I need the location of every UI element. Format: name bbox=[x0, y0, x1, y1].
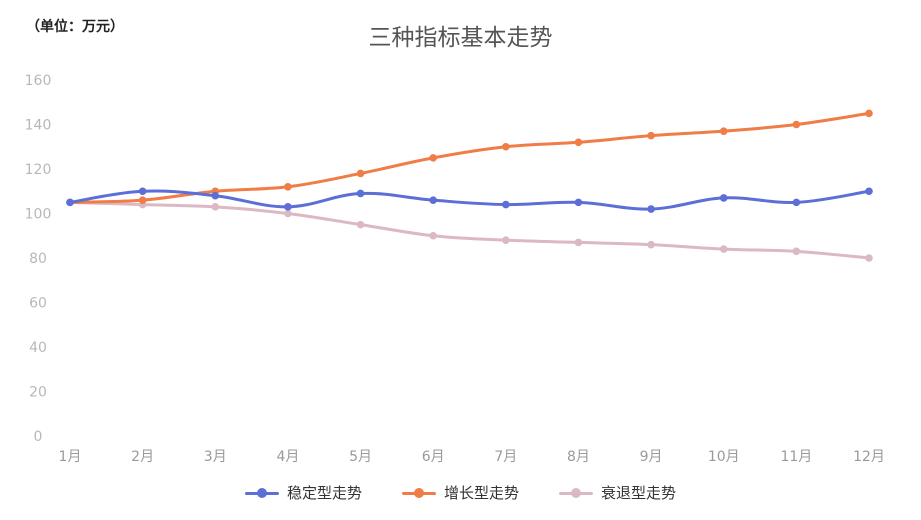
data-point bbox=[356, 220, 365, 229]
data-point bbox=[429, 196, 437, 204]
data-point bbox=[792, 120, 801, 129]
legend-swatch bbox=[559, 487, 593, 499]
data-point bbox=[284, 203, 292, 211]
data-point bbox=[647, 205, 655, 213]
y-tick-label: 0 bbox=[34, 429, 43, 445]
data-point bbox=[792, 198, 801, 207]
data-point bbox=[429, 231, 437, 240]
series-line bbox=[68, 189, 871, 211]
legend-swatch-dot bbox=[413, 487, 424, 498]
unit-label: （单位：万元） bbox=[26, 19, 124, 35]
data-point bbox=[574, 198, 583, 207]
legend-item[interactable]: 衰退型走势 bbox=[559, 482, 676, 503]
data-point bbox=[647, 131, 655, 140]
x-tick-label: 12月 bbox=[853, 449, 885, 465]
data-point bbox=[211, 191, 220, 200]
y-tick-label: 60 bbox=[29, 296, 47, 312]
data-point bbox=[356, 169, 365, 178]
y-tick-label: 160 bbox=[25, 73, 52, 89]
data-point bbox=[284, 183, 292, 191]
data-point bbox=[719, 127, 728, 135]
data-point bbox=[429, 154, 437, 162]
data-point bbox=[647, 240, 655, 249]
y-tick-label: 140 bbox=[25, 118, 52, 134]
series-line bbox=[68, 111, 871, 204]
legend-item[interactable]: 稳定型走势 bbox=[244, 482, 362, 503]
data-point bbox=[865, 109, 873, 118]
data-point bbox=[865, 187, 873, 196]
x-tick-label: 7月 bbox=[494, 449, 517, 465]
data-point bbox=[502, 142, 510, 151]
legend-swatch bbox=[401, 487, 436, 499]
data-point bbox=[138, 196, 147, 204]
data-point bbox=[502, 200, 510, 209]
x-tick-label: 5月 bbox=[349, 449, 372, 465]
x-tick-label: 6月 bbox=[422, 449, 445, 465]
legend-swatch-dot bbox=[256, 487, 267, 498]
legend-item[interactable]: 增长型走势 bbox=[401, 482, 519, 503]
data-point bbox=[284, 209, 292, 218]
data-point bbox=[574, 138, 583, 147]
data-point bbox=[138, 187, 147, 196]
data-point bbox=[865, 254, 873, 262]
data-point bbox=[502, 236, 510, 244]
legend-label: 衰退型走势 bbox=[601, 484, 677, 502]
legend-swatch bbox=[244, 487, 279, 499]
y-tick-label: 100 bbox=[25, 207, 52, 223]
data-point bbox=[719, 245, 728, 253]
y-tick-label: 40 bbox=[29, 340, 47, 356]
legend-label: 稳定型走势 bbox=[286, 484, 362, 502]
x-tick-label: 8月 bbox=[567, 449, 590, 465]
x-tick-label: 1月 bbox=[59, 449, 82, 465]
x-tick-label: 10月 bbox=[708, 449, 740, 465]
legend-swatch-dot bbox=[571, 487, 581, 498]
data-point bbox=[719, 194, 728, 202]
x-tick-label: 9月 bbox=[640, 449, 663, 465]
series-line bbox=[68, 200, 871, 260]
x-tick-label: 11月 bbox=[780, 449, 812, 465]
data-point bbox=[66, 198, 74, 207]
x-tick-label: 2月 bbox=[131, 449, 154, 465]
data-point bbox=[792, 247, 801, 256]
legend-label: 增长型走势 bbox=[443, 484, 519, 502]
chart-title: 三种指标基本走势 bbox=[368, 25, 553, 51]
data-point bbox=[211, 203, 220, 211]
y-tick-label: 120 bbox=[25, 162, 52, 178]
data-point bbox=[356, 189, 365, 198]
x-tick-label: 3月 bbox=[204, 449, 227, 465]
y-tick-label: 20 bbox=[29, 385, 47, 401]
x-tick-label: 4月 bbox=[276, 449, 299, 465]
data-point bbox=[574, 238, 583, 247]
chart-legend: 稳定型走势 增长型走势 衰退型走势 bbox=[0, 482, 921, 503]
y-tick-label: 80 bbox=[29, 251, 47, 267]
